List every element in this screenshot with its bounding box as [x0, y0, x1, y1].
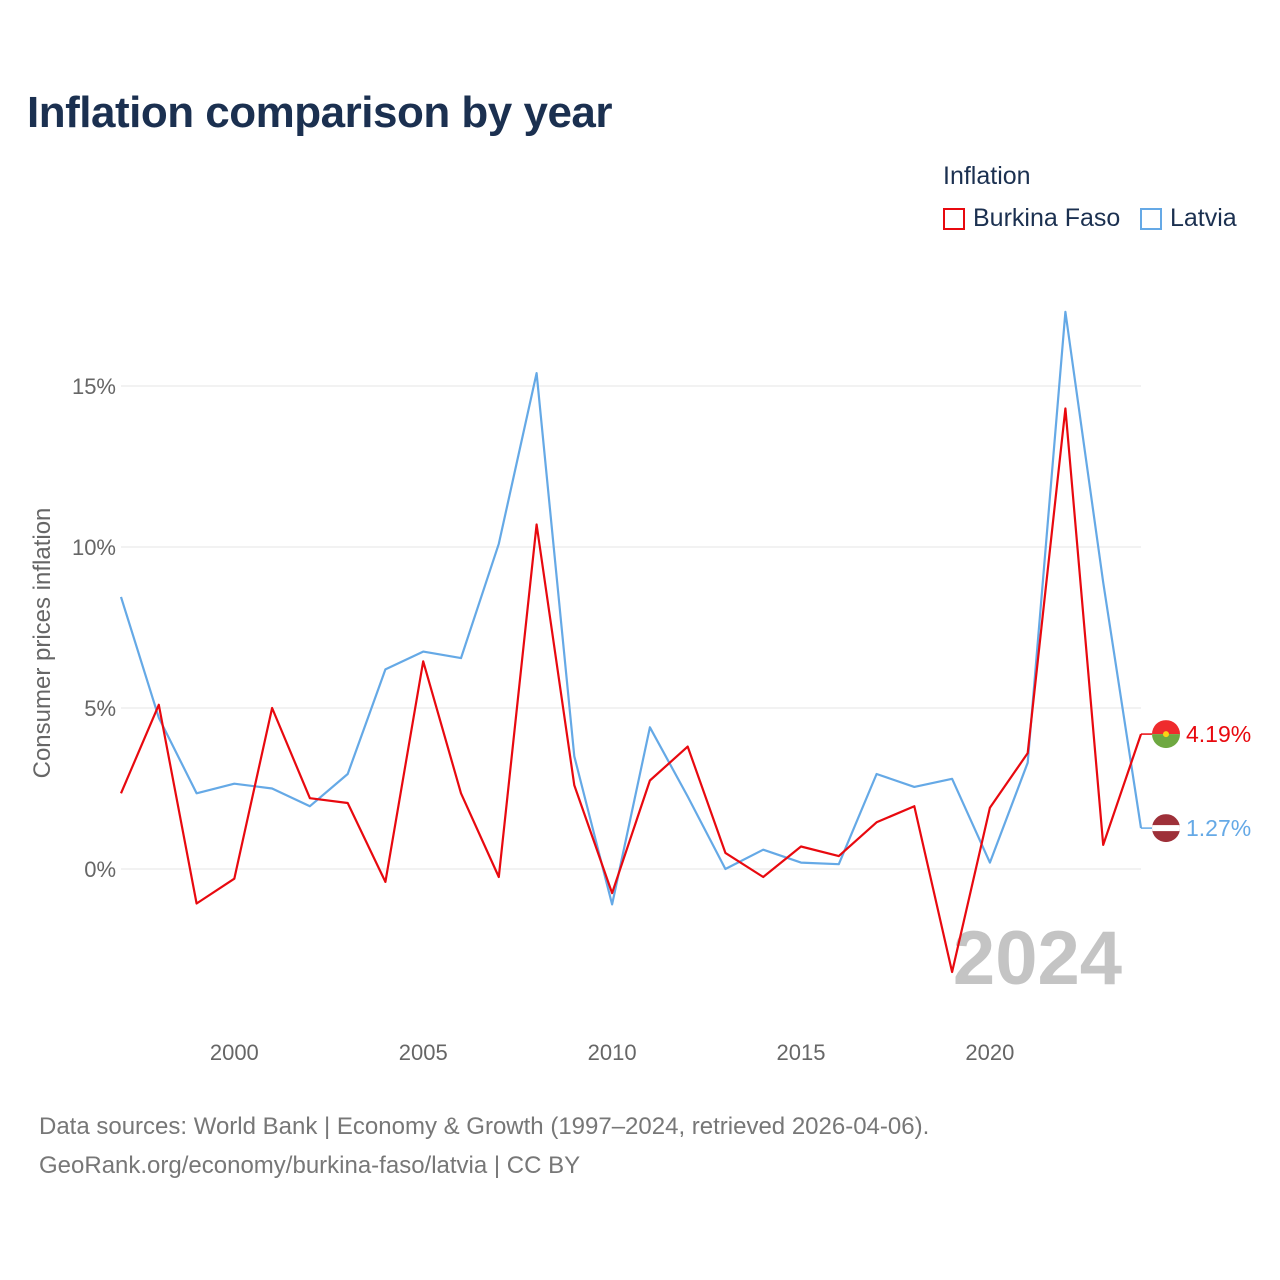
series-line-burkina-faso	[119, 407, 1143, 974]
series-line-latvia	[119, 310, 1143, 906]
gridlines	[121, 385, 1141, 870]
end-labels: 4.19% 1.27%	[1141, 720, 1251, 843]
legend-item-latvia[interactable]: Latvia	[1140, 204, 1237, 233]
chart-title: Inflation comparison by year	[27, 88, 613, 137]
legend-title: Inflation	[943, 162, 1031, 190]
flag-latvia-icon	[1152, 814, 1180, 843]
legend-label-burkina-faso: Burkina Faso	[973, 204, 1121, 232]
series-lines	[119, 310, 1143, 974]
source-note: Data sources: World Bank | Economy & Gro…	[39, 1107, 929, 1185]
end-label-latvia: 1.27%	[1186, 815, 1251, 841]
legend-swatch-burkina-faso	[943, 207, 965, 230]
x-tick-label: 2000	[210, 1040, 259, 1065]
y-tick-label: 15%	[72, 374, 116, 399]
source-line-2[interactable]: GeoRank.org/economy/burkina-faso/latvia …	[39, 1152, 581, 1179]
y-axis-label: Consumer prices inflation	[29, 508, 56, 779]
x-tick-label: 2020	[965, 1040, 1014, 1065]
year-watermark: 2024	[953, 916, 1122, 1001]
source-line-1: Data sources: World Bank | Economy & Gro…	[39, 1113, 930, 1140]
x-tick-label: 2005	[399, 1040, 448, 1065]
y-tick-label: 0%	[84, 857, 116, 882]
legend-label-latvia: Latvia	[1170, 204, 1237, 232]
legend-swatch-latvia	[1140, 207, 1162, 230]
y-tick-label: 10%	[72, 535, 116, 560]
end-label-burkina-faso: 4.19%	[1186, 721, 1251, 747]
x-axis-ticks: 2000 2005 2010 2015 2020	[210, 1040, 1015, 1065]
x-tick-label: 2015	[777, 1040, 826, 1065]
y-axis-ticks: 0% 5% 10% 15%	[72, 374, 116, 882]
legend-item-burkina-faso[interactable]: Burkina Faso	[943, 204, 1120, 233]
y-tick-label: 5%	[84, 696, 116, 721]
x-tick-label: 2010	[588, 1040, 637, 1065]
flag-burkina-faso-icon	[1152, 720, 1180, 749]
line-chart: 0% 5% 10% 15% 2000 2005 2010 2015 2020 Consumer…	[29, 310, 1251, 1065]
